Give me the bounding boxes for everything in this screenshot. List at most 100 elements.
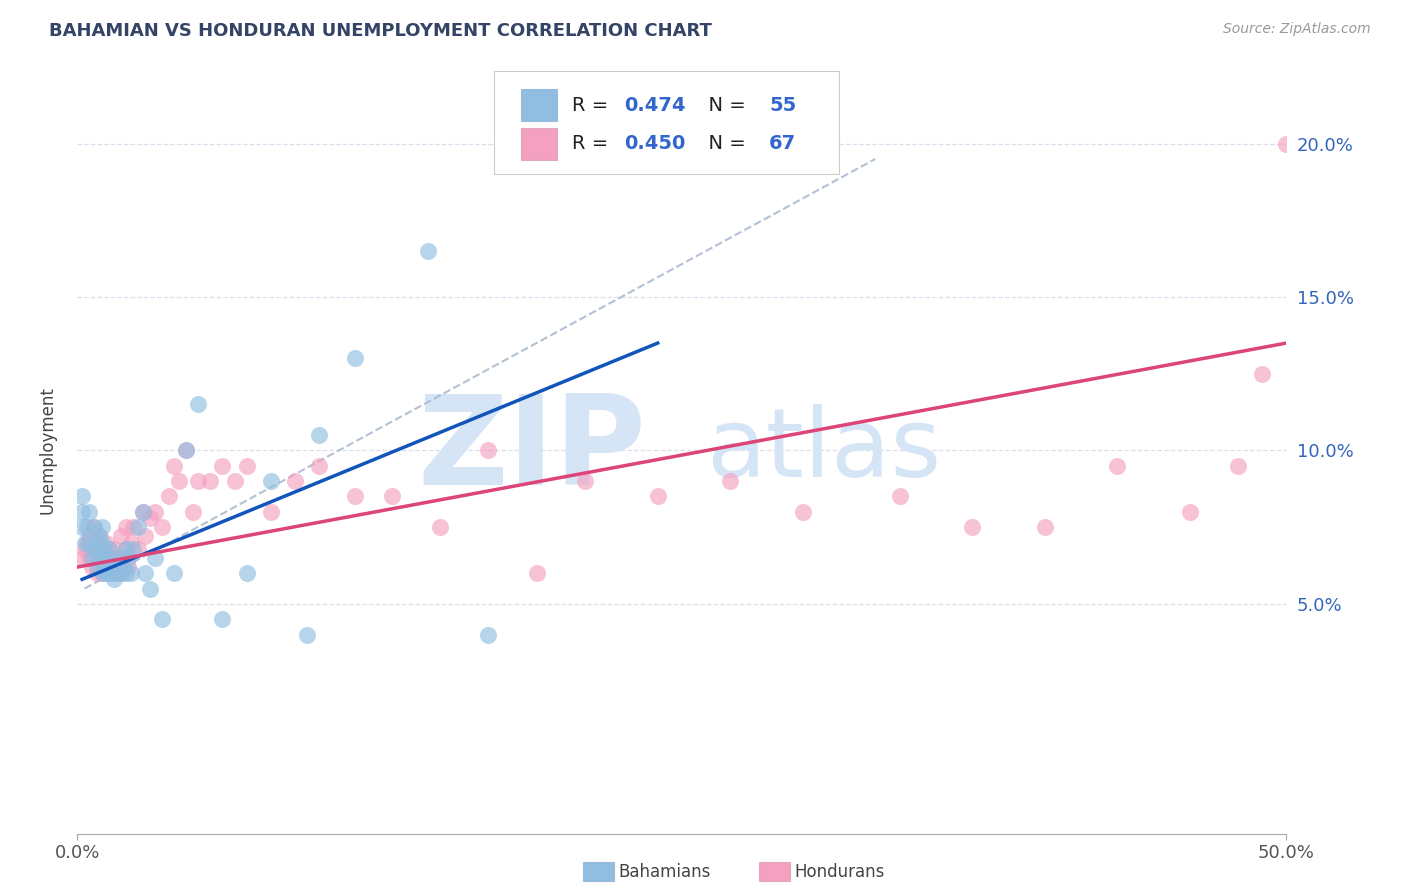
Point <box>70 505 93 519</box>
Point <box>1107 458 1129 473</box>
Point <box>134 529 156 543</box>
Point <box>90 566 112 581</box>
Text: N =: N = <box>696 95 752 115</box>
Point <box>889 490 911 504</box>
Point <box>477 627 499 641</box>
Text: BAHAMIAN VS HONDURAN UNEMPLOYMENT CORRELATION CHART: BAHAMIAN VS HONDURAN UNEMPLOYMENT CORREL… <box>49 22 711 40</box>
Point <box>93 541 115 556</box>
Point <box>100 550 122 565</box>
Point <box>187 474 209 488</box>
Point <box>122 541 145 556</box>
Point <box>79 550 101 565</box>
Point <box>110 550 132 565</box>
Point <box>150 612 173 626</box>
Point <box>87 550 110 565</box>
Text: R =: R = <box>572 95 614 115</box>
Point <box>110 529 132 543</box>
Point <box>344 351 367 366</box>
Point <box>134 566 156 581</box>
Point <box>260 505 283 519</box>
Point <box>183 505 205 519</box>
Point <box>1227 458 1250 473</box>
Point <box>105 560 128 574</box>
Point <box>187 397 209 411</box>
Point <box>1275 136 1298 151</box>
Point <box>70 490 93 504</box>
Point <box>167 474 190 488</box>
Text: 0.450: 0.450 <box>624 134 685 153</box>
Point <box>120 566 142 581</box>
Point <box>103 566 125 581</box>
Text: Source: ZipAtlas.com: Source: ZipAtlas.com <box>1223 22 1371 37</box>
Point <box>1178 505 1201 519</box>
Point <box>718 474 741 488</box>
Point <box>70 520 93 534</box>
Point <box>114 520 136 534</box>
Point <box>139 511 162 525</box>
Point <box>416 244 439 258</box>
Point <box>143 505 166 519</box>
Point <box>97 541 120 556</box>
Point <box>114 541 136 556</box>
Point <box>127 520 149 534</box>
Text: 67: 67 <box>769 134 796 153</box>
Point <box>163 458 186 473</box>
Point <box>86 541 108 556</box>
Point <box>107 550 129 565</box>
Text: R =: R = <box>572 134 614 153</box>
Point <box>79 505 101 519</box>
Point <box>117 550 139 565</box>
Point <box>80 560 103 574</box>
Point <box>381 490 404 504</box>
Point <box>574 474 596 488</box>
Text: 55: 55 <box>769 95 796 115</box>
Point <box>97 566 120 581</box>
Point <box>1033 520 1056 534</box>
Point <box>174 443 197 458</box>
Point <box>174 443 197 458</box>
Point <box>103 541 125 556</box>
Point <box>112 550 135 565</box>
Point <box>83 541 105 556</box>
Point <box>73 535 96 549</box>
Point <box>477 443 499 458</box>
Point <box>76 520 98 534</box>
Point <box>107 566 129 581</box>
Point <box>112 560 135 574</box>
Point <box>96 535 118 549</box>
Point <box>83 520 105 534</box>
FancyBboxPatch shape <box>522 128 557 160</box>
Point <box>429 520 451 534</box>
Point <box>90 520 112 534</box>
Point <box>110 566 132 581</box>
Point <box>792 505 814 519</box>
Point <box>157 490 180 504</box>
Point <box>103 572 125 586</box>
Point <box>100 550 122 565</box>
Point <box>122 520 145 534</box>
Point <box>73 541 96 556</box>
Point <box>90 550 112 565</box>
Point <box>308 458 330 473</box>
Point <box>117 560 139 574</box>
Point <box>200 474 222 488</box>
Point <box>93 560 115 574</box>
Point <box>70 550 93 565</box>
Point <box>211 458 233 473</box>
Point <box>86 560 108 574</box>
Point <box>90 550 112 565</box>
Point <box>87 529 110 543</box>
Point <box>260 474 283 488</box>
Point <box>235 458 257 473</box>
Point <box>1251 367 1274 381</box>
Point <box>90 535 112 549</box>
Text: ZIP: ZIP <box>418 390 645 511</box>
Point <box>87 529 110 543</box>
Point <box>97 541 120 556</box>
Point <box>83 541 105 556</box>
Y-axis label: Unemployment: Unemployment <box>38 386 56 515</box>
Text: Hondurans: Hondurans <box>794 863 884 881</box>
Point <box>90 566 112 581</box>
Point <box>139 582 162 596</box>
Point <box>120 535 142 549</box>
